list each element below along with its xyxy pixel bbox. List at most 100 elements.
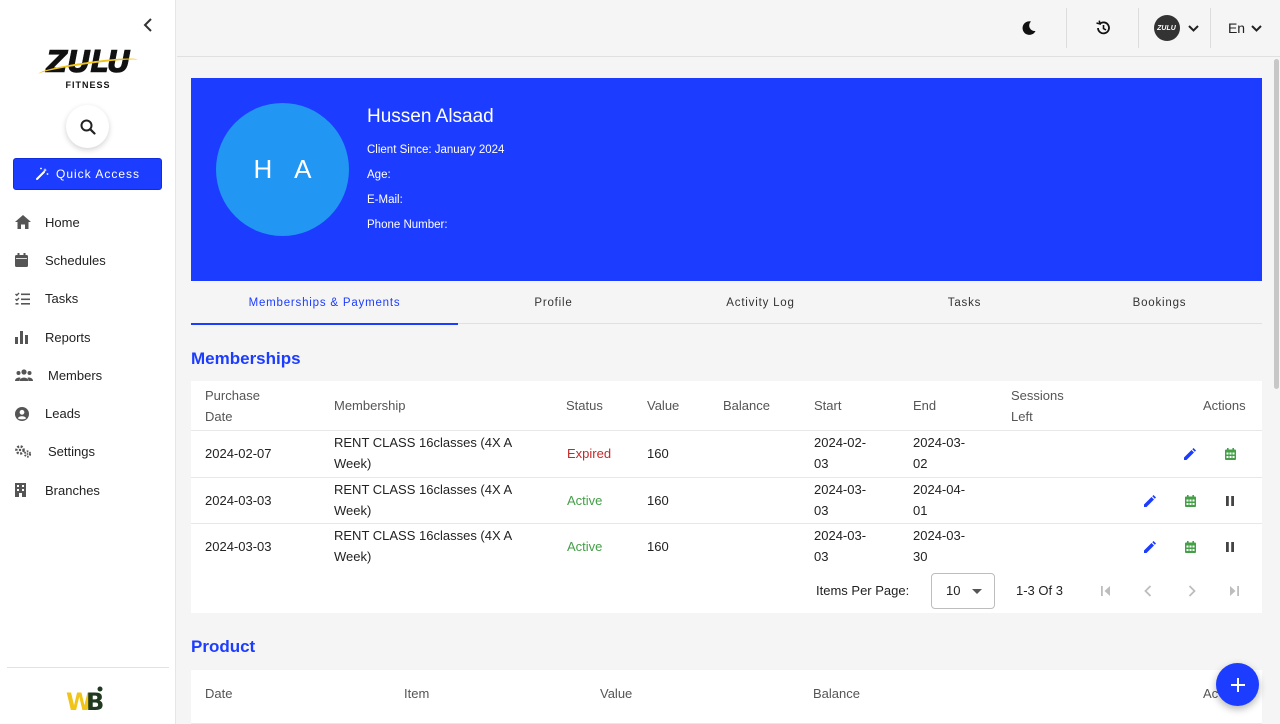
sidebar-item-label: Members: [48, 367, 103, 383]
table-header: Purchase Date Membership Status Value Bal…: [191, 381, 1262, 431]
tab-activity-log[interactable]: Activity Log: [726, 296, 795, 309]
quick-access-label: Quick Access: [55, 167, 141, 181]
quick-access-button[interactable]: Quick Access: [13, 158, 162, 190]
chevron-right-icon: [1188, 585, 1196, 597]
sidebar-item-branches[interactable]: Branches: [0, 471, 176, 509]
col-membership[interactable]: Membership: [334, 398, 406, 413]
pencil-icon: [1144, 494, 1156, 507]
memberships-table: Purchase Date Membership Status Value Bal…: [191, 381, 1262, 613]
calendar-icon: [15, 252, 35, 268]
wb-brand-logo: W B: [66, 684, 110, 716]
first-page-icon: [1101, 586, 1110, 596]
sidebar-divider: [7, 667, 169, 668]
tab-memberships-payments[interactable]: Memberships & Payments: [191, 281, 458, 325]
topbar-separator: [1138, 8, 1139, 48]
scrollbar-thumb[interactable]: [1274, 59, 1279, 389]
items-per-page-value: 10: [946, 583, 961, 598]
table-row: 2024-02-07 RENT CLASS 16classes (4X A Wee…: [191, 431, 1262, 478]
col-item[interactable]: Item: [404, 686, 430, 701]
next-page-button[interactable]: [1182, 581, 1202, 601]
sidebar-item-label: Settings: [48, 444, 95, 460]
collapse-sidebar-button[interactable]: [140, 18, 156, 38]
tab-tasks[interactable]: Tasks: [947, 296, 982, 309]
topbar-separator: [1210, 8, 1211, 48]
sidebar-item-settings[interactable]: Settings: [0, 433, 176, 471]
cell-purchase-date: 2024-03-03: [205, 539, 272, 554]
col-value[interactable]: Value: [600, 686, 633, 701]
client-age: Age:: [367, 169, 391, 181]
search-icon: [80, 119, 96, 135]
schedule-button[interactable]: [1222, 446, 1238, 462]
sidebar-item-reports[interactable]: Reports: [0, 318, 176, 356]
cell-membership: RENT CLASS 16classes (4X A Week): [334, 528, 513, 564]
items-per-page-label: Items Per Page:: [816, 583, 910, 598]
checklist-icon: [15, 291, 35, 307]
page-range: 1-3 Of 3: [1016, 583, 1063, 598]
magic-wand-icon: [35, 167, 49, 180]
col-balance[interactable]: Balance: [723, 398, 770, 413]
cell-end: 2024-04- 01: [913, 481, 966, 518]
table-row: 2024-03-03 RENT CLASS 16classes (4X A Wee…: [191, 478, 1262, 524]
cell-purchase-date: 2024-03-03: [205, 492, 272, 508]
dropdown-caret-icon: [972, 589, 982, 594]
sidebar-item-label: Tasks: [45, 291, 79, 307]
product-title: Product: [191, 637, 256, 656]
status-badge: Active: [567, 539, 603, 554]
tab-bookings[interactable]: Bookings: [1132, 296, 1187, 309]
calendar-icon: [1184, 541, 1196, 553]
schedule-button[interactable]: [1182, 539, 1198, 555]
pause-icon: [1226, 542, 1234, 552]
previous-page-button[interactable]: [1138, 581, 1158, 601]
pause-button[interactable]: [1222, 539, 1238, 555]
logo-sub-text: FITNESS: [65, 80, 111, 90]
edit-button[interactable]: [1182, 446, 1198, 462]
cell-end: 2024-03- 02: [913, 435, 966, 471]
memberships-title: Memberships: [191, 349, 301, 368]
building-icon: [15, 482, 35, 498]
last-page-button[interactable]: [1224, 581, 1244, 601]
cell-start: 2024-03- 03: [814, 528, 867, 564]
edit-button[interactable]: [1142, 539, 1158, 555]
col-sessions-left[interactable]: Sessions Left: [1011, 388, 1064, 424]
client-email: E-Mail:: [367, 194, 403, 206]
chevron-down-icon: [1187, 24, 1199, 32]
items-per-page-select[interactable]: 10: [931, 573, 995, 609]
product-table: Date Item Value Balance Ac: [191, 670, 1262, 724]
dark-mode-toggle[interactable]: [1012, 8, 1046, 48]
sidebar: ZULU FITNESS Quick Access Home Schedules…: [0, 0, 176, 724]
col-end[interactable]: End: [913, 398, 937, 413]
col-actions: Actions: [1203, 398, 1246, 413]
logo-main-text: ZULU: [46, 45, 131, 80]
col-status[interactable]: Status: [566, 398, 603, 413]
account-circle-icon: [15, 406, 35, 422]
sidebar-item-tasks[interactable]: Tasks: [0, 280, 176, 318]
search-button[interactable]: [66, 105, 109, 148]
tab-profile[interactable]: Profile: [534, 296, 573, 309]
sidebar-item-home[interactable]: Home: [0, 203, 176, 241]
edit-button[interactable]: [1142, 493, 1158, 509]
col-date[interactable]: Date: [205, 686, 233, 701]
pause-icon: [1226, 495, 1234, 506]
people-icon: [15, 367, 38, 383]
col-purchase-date[interactable]: Purchase Date: [205, 388, 260, 424]
col-start[interactable]: Start: [814, 398, 842, 413]
history-button[interactable]: [1086, 8, 1120, 48]
col-balance[interactable]: Balance: [813, 686, 860, 701]
schedule-button[interactable]: [1182, 493, 1198, 509]
col-value[interactable]: Value: [647, 398, 680, 413]
pause-button[interactable]: [1222, 493, 1238, 509]
add-button[interactable]: [1216, 663, 1259, 706]
user-menu-button[interactable]: ZULU: [1151, 8, 1201, 48]
svg-text:B: B: [86, 688, 104, 714]
zulu-fitness-logo[interactable]: ZULU FITNESS: [36, 45, 140, 92]
sidebar-item-members[interactable]: Members: [0, 356, 176, 394]
sidebar-item-schedules[interactable]: Schedules: [0, 241, 176, 279]
chevron-down-icon: [1251, 24, 1262, 32]
page-scrollbar[interactable]: [1272, 57, 1280, 724]
topbar: ZULU En: [177, 0, 1280, 57]
cell-value: 160: [647, 492, 669, 508]
sidebar-item-leads[interactable]: Leads: [0, 394, 176, 432]
language-selector[interactable]: En: [1225, 8, 1265, 48]
first-page-button[interactable]: [1096, 581, 1116, 601]
table-pagination: Items Per Page: 10 1-3 Of 3: [191, 571, 1262, 613]
